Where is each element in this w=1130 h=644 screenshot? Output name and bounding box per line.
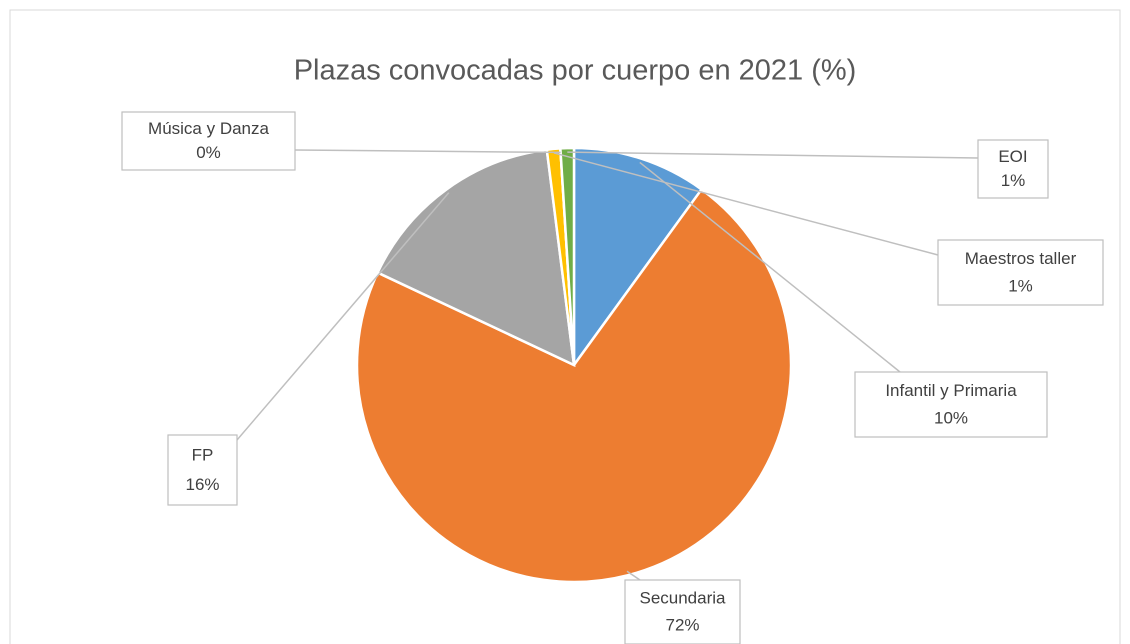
value-label: 1% xyxy=(1001,171,1026,190)
pie-slice xyxy=(375,148,576,368)
category-label: FP xyxy=(192,445,214,464)
label-box xyxy=(167,434,238,506)
value-label: 72% xyxy=(665,616,699,635)
leader-line xyxy=(236,192,450,441)
leader-line xyxy=(567,151,979,159)
label-box xyxy=(937,239,1104,306)
leader-line xyxy=(294,149,561,154)
leader-line xyxy=(553,152,939,256)
value-label: 10% xyxy=(934,408,968,427)
pie-slice xyxy=(572,146,704,369)
pie-slice xyxy=(355,187,793,584)
label-box xyxy=(121,111,296,171)
category-label: Maestros taller xyxy=(965,249,1077,268)
leader-line xyxy=(639,161,901,373)
label-box xyxy=(854,371,1048,438)
category-label: EOI xyxy=(998,147,1027,166)
pie-slice xyxy=(559,146,576,366)
value-label: 0% xyxy=(196,143,221,162)
label-box xyxy=(977,139,1049,199)
category-label: Música y Danza xyxy=(148,119,269,138)
value-label: 1% xyxy=(1008,276,1033,295)
chart-title: Plazas convocadas por cuerpo en 2021 (%) xyxy=(294,55,857,87)
label-box xyxy=(624,579,741,644)
category-label: Infantil y Primaria xyxy=(885,381,1017,400)
category-label: Secundaria xyxy=(639,589,726,608)
value-label: 16% xyxy=(185,475,219,494)
leader-line xyxy=(626,570,641,581)
